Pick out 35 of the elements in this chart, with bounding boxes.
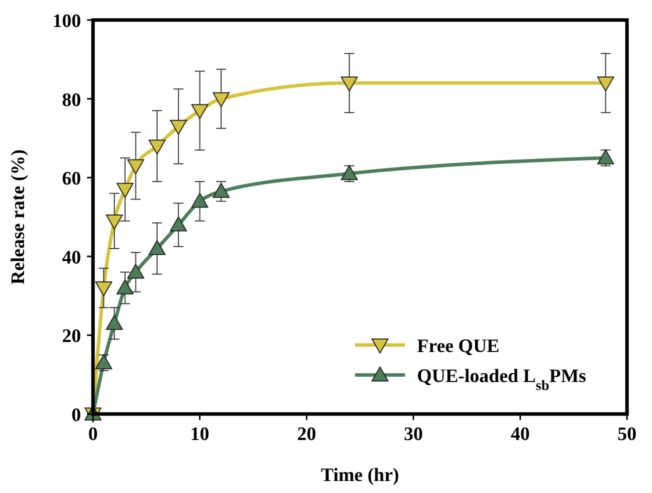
point: [170, 120, 187, 135]
point: [212, 182, 230, 198]
point: [127, 159, 144, 174]
y-tick-label: 20: [62, 326, 81, 348]
legend-label: Free QUE: [417, 336, 500, 357]
point: [116, 279, 134, 294]
point: [95, 281, 112, 296]
y-tick-label: 80: [62, 90, 81, 111]
point: [597, 76, 614, 92]
point: [340, 76, 358, 92]
point: [148, 140, 166, 155]
point: [191, 192, 208, 208]
x-tick-label: 50: [618, 424, 636, 445]
point: [95, 354, 112, 370]
x-tick-label: 20: [297, 424, 316, 445]
point: [116, 182, 134, 198]
point: [170, 216, 187, 232]
point: [191, 104, 208, 120]
point: [340, 165, 358, 180]
point: [212, 92, 230, 108]
x-tick-label: 40: [510, 424, 530, 445]
y-tick-label: 40: [62, 247, 81, 268]
y-axis-title: Release rate (%): [8, 149, 29, 285]
x-axis-title: Time (hr): [320, 465, 400, 486]
point: [106, 314, 123, 330]
y-tick-label: 100: [52, 11, 81, 32]
x-tick-label: 10: [190, 424, 210, 445]
point: [106, 214, 123, 230]
legend-label: QUE-loaded L$_{sb}$PMs: [417, 366, 586, 394]
y-tick-label: 60: [62, 168, 81, 190]
point: [148, 240, 166, 256]
x-tick-label: 30: [404, 424, 423, 445]
point: [127, 264, 144, 279]
x-tick-label: 0: [88, 424, 98, 445]
y-tick-label: 0: [72, 405, 81, 426]
